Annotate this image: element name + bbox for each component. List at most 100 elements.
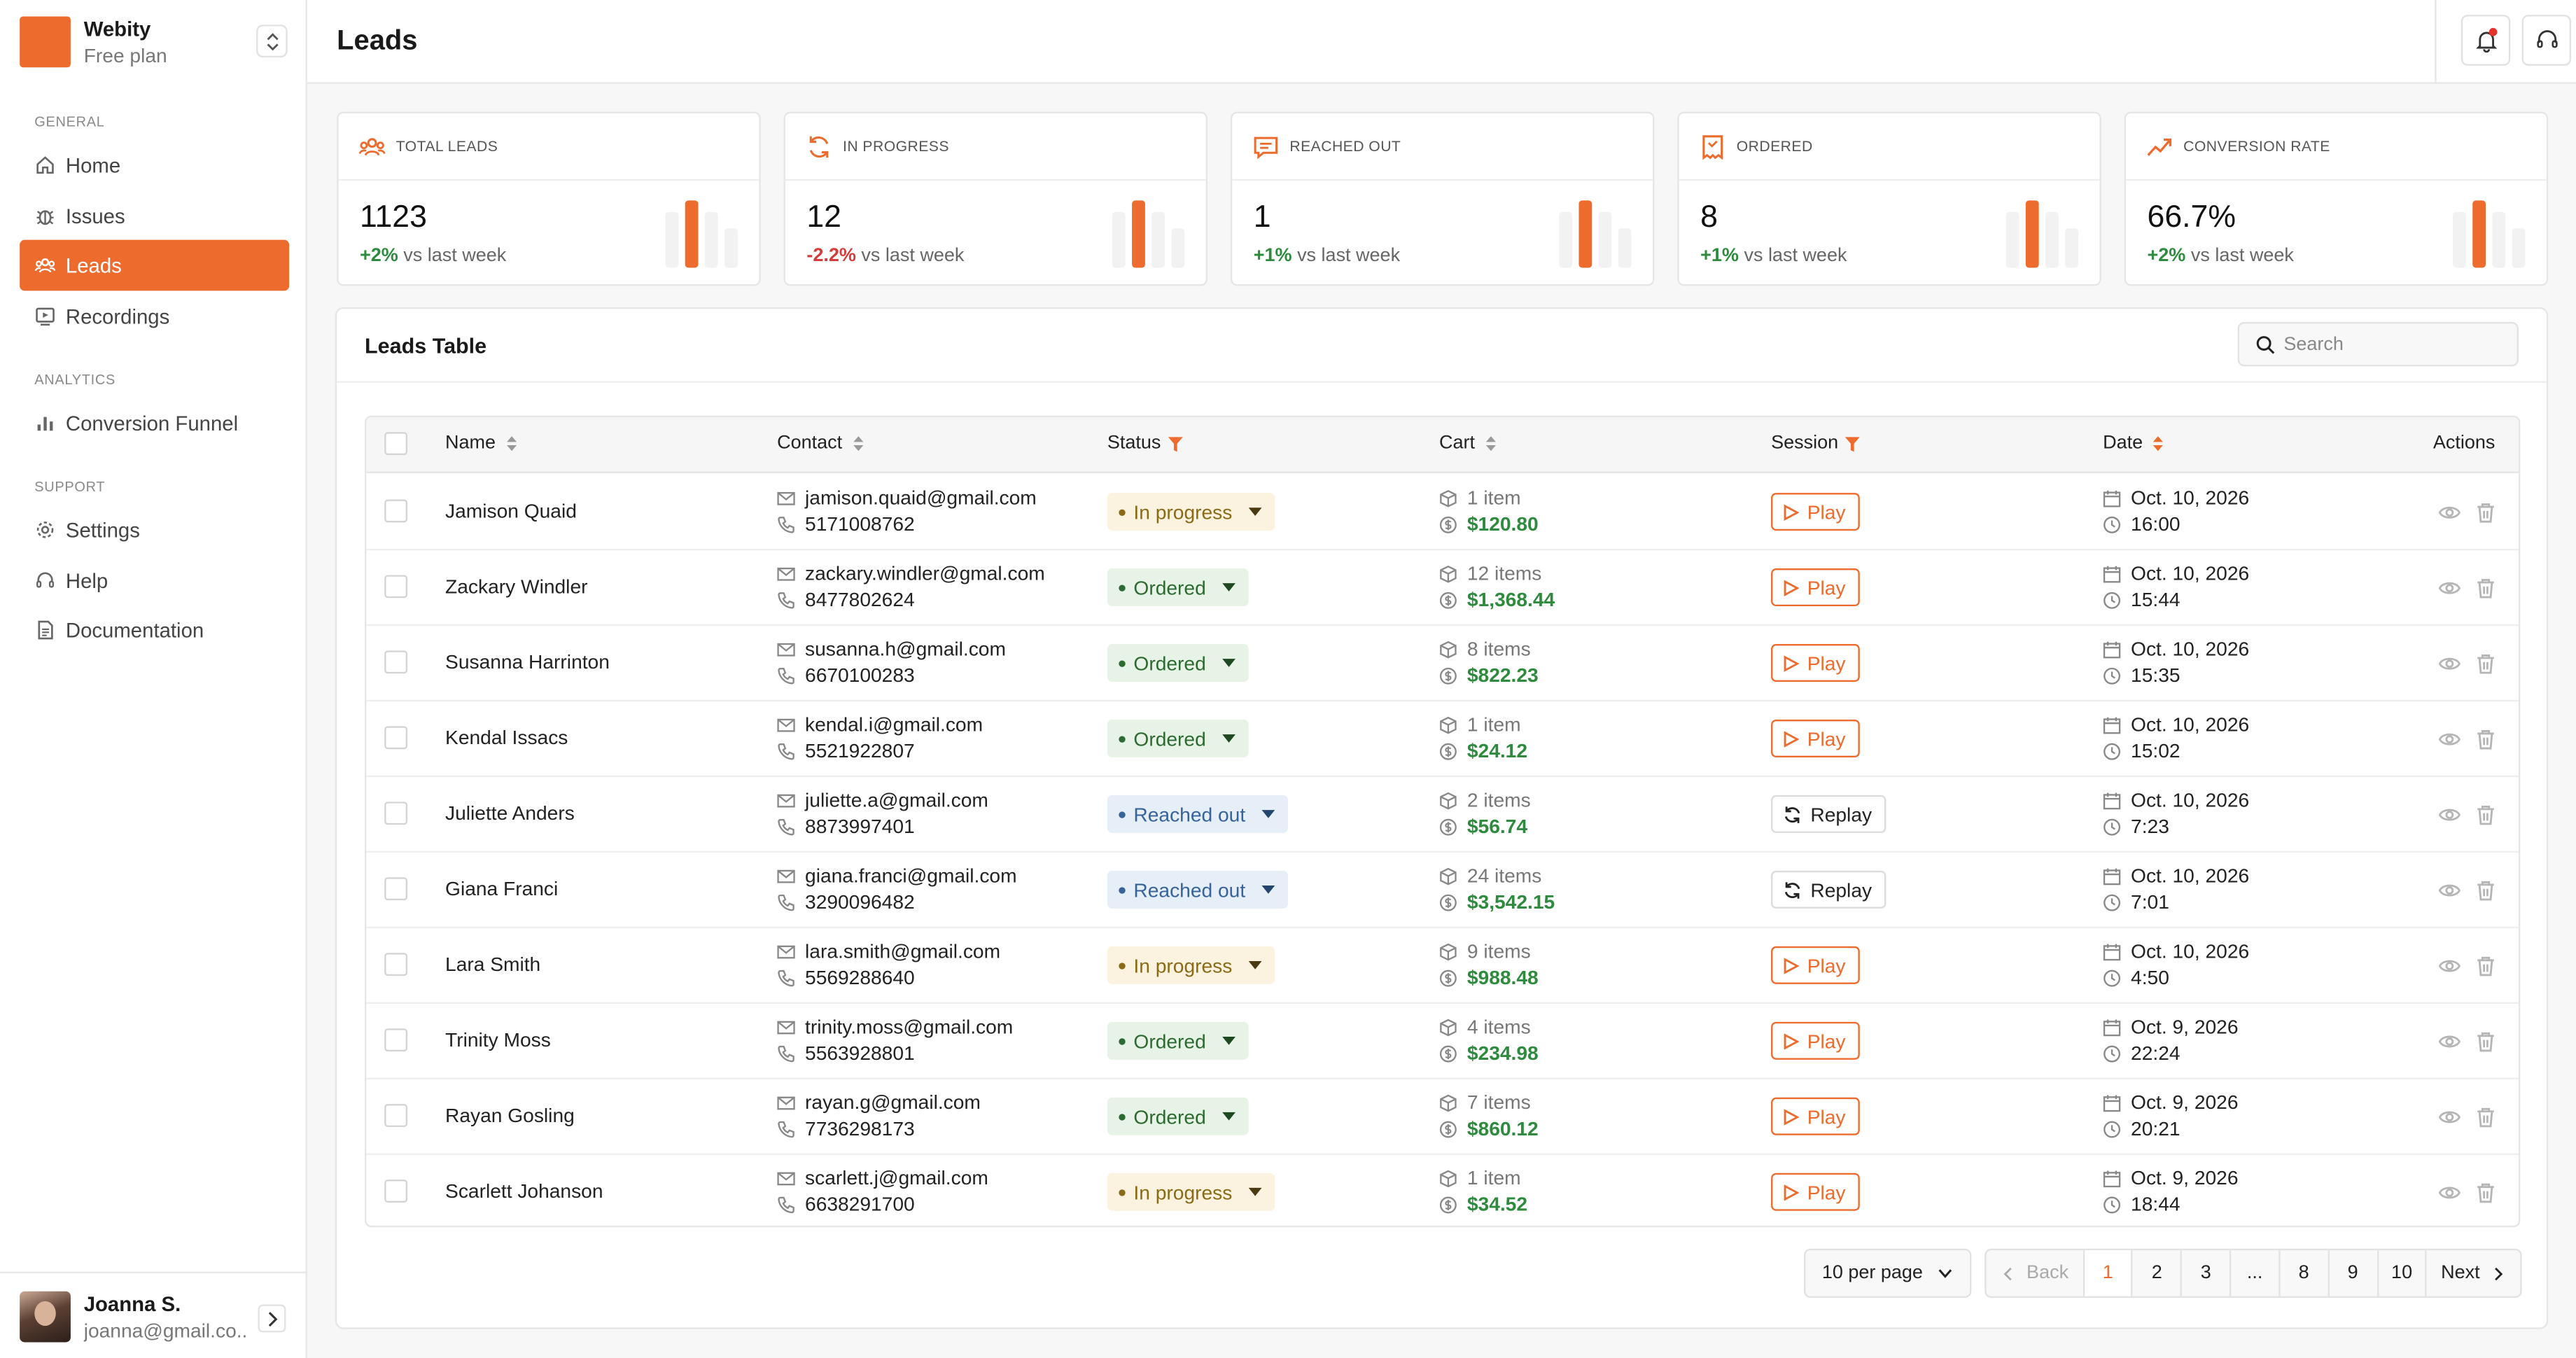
chevron-up-down-icon[interactable]	[256, 24, 288, 58]
status-dropdown[interactable]: In progress	[1107, 946, 1275, 984]
trash-icon[interactable]	[2474, 577, 2498, 600]
clock-icon	[2104, 969, 2121, 986]
view-icon[interactable]	[2438, 1030, 2461, 1054]
row-checkbox[interactable]	[384, 1180, 408, 1203]
row-checkbox[interactable]	[384, 1028, 408, 1052]
play-button[interactable]: Play	[1771, 719, 1861, 757]
sidebar-item-leads[interactable]: Leads	[20, 239, 290, 291]
column-header-name[interactable]: Name	[445, 434, 517, 454]
page-button-10[interactable]: 10	[2378, 1250, 2428, 1296]
column-header-session[interactable]: Session	[1771, 434, 1860, 454]
sort-icon	[853, 436, 863, 451]
row-checkbox[interactable]	[384, 499, 408, 523]
trash-icon[interactable]	[2474, 652, 2498, 676]
sidebar-item-conversion-funnel[interactable]: Conversion Funnel	[20, 398, 289, 449]
column-header-contact[interactable]: Contact	[777, 434, 864, 454]
sidebar-item-home[interactable]: Home	[20, 139, 289, 190]
status-dropdown[interactable]: Ordered	[1107, 644, 1249, 682]
sidebar-item-help[interactable]: Help	[20, 555, 289, 606]
play-button[interactable]: Play	[1771, 946, 1861, 984]
trash-icon[interactable]	[2474, 1030, 2498, 1054]
sidebar-item-settings[interactable]: Settings	[20, 505, 289, 556]
user-profile[interactable]: Joanna S. joanna@gmail.co...	[0, 1271, 307, 1358]
trash-icon[interactable]	[2474, 1106, 2498, 1129]
select-all-checkbox[interactable]	[384, 432, 408, 456]
view-icon[interactable]	[2438, 1106, 2461, 1129]
per-page-select[interactable]: 10 per page	[1804, 1248, 1972, 1298]
email-text: giana.franci@gmail.com	[805, 864, 1017, 888]
status-dropdown[interactable]: In progress	[1107, 1172, 1275, 1211]
page-button-8[interactable]: 8	[2280, 1250, 2330, 1296]
sidebar-item-issues[interactable]: Issues	[20, 190, 289, 241]
view-icon[interactable]	[2438, 577, 2461, 600]
page-title: Leads	[337, 24, 418, 56]
view-icon[interactable]	[2438, 804, 2461, 827]
page-button-1[interactable]: 1	[2084, 1250, 2134, 1296]
column-header-cart[interactable]: Cart	[1439, 434, 1497, 454]
stat-card-header: TOTAL LEADS	[338, 113, 760, 181]
status-label: Ordered	[1133, 727, 1206, 750]
row-checkbox[interactable]	[384, 802, 408, 825]
replay-button[interactable]: Replay	[1771, 870, 1887, 909]
page-button-3[interactable]: 3	[2182, 1250, 2232, 1296]
view-icon[interactable]	[2438, 879, 2461, 902]
phone-text: 6638291700	[805, 1192, 915, 1216]
support-button[interactable]	[2521, 15, 2572, 66]
column-header-date[interactable]: Date	[2103, 434, 2164, 454]
stat-card-total-leads: TOTAL LEADS 1123 +2% vs last week	[337, 111, 761, 286]
row-checkbox[interactable]	[384, 1104, 408, 1128]
workspace-switcher[interactable]: Webity Free plan	[20, 16, 288, 69]
mail-icon	[777, 1020, 795, 1034]
dollar-icon	[1439, 818, 1457, 835]
search-placeholder: Search	[2283, 334, 2344, 354]
row-checkbox[interactable]	[384, 953, 408, 976]
back-button[interactable]: Back	[1987, 1250, 2085, 1296]
status-dropdown[interactable]: Reached out	[1107, 794, 1289, 833]
notifications-button[interactable]	[2460, 15, 2511, 66]
phone-text: 7736298173	[805, 1116, 915, 1140]
replay-button[interactable]: Replay	[1771, 794, 1887, 833]
calendar-icon	[2103, 1094, 2121, 1112]
page-button-9[interactable]: 9	[2329, 1250, 2379, 1296]
column-header-status[interactable]: Status	[1107, 434, 1182, 454]
play-button[interactable]: Play	[1771, 1172, 1861, 1211]
view-icon[interactable]	[2438, 501, 2461, 524]
trash-icon[interactable]	[2474, 804, 2498, 827]
status-dropdown[interactable]: Ordered	[1107, 719, 1249, 757]
play-button[interactable]: Play	[1771, 1097, 1861, 1135]
status-dropdown[interactable]: Ordered	[1107, 1097, 1249, 1135]
package-icon	[1440, 640, 1457, 658]
view-icon[interactable]	[2438, 955, 2461, 978]
play-button[interactable]: Play	[1771, 568, 1861, 607]
mini-bar	[1578, 200, 1592, 268]
play-button[interactable]: Play	[1771, 644, 1861, 682]
play-button[interactable]: Play	[1771, 493, 1861, 531]
trash-icon[interactable]	[2474, 955, 2498, 978]
items-text: 8 items	[1466, 637, 1531, 661]
status-dot	[1119, 886, 1126, 893]
row-checkbox[interactable]	[384, 575, 408, 598]
next-button[interactable]: Next	[2427, 1250, 2520, 1296]
row-checkbox[interactable]	[384, 650, 408, 674]
play-button[interactable]: Play	[1771, 1021, 1861, 1060]
view-icon[interactable]	[2438, 652, 2461, 676]
page-button-2[interactable]: 2	[2133, 1250, 2183, 1296]
row-checkbox[interactable]	[384, 726, 408, 750]
status-dropdown[interactable]: Ordered	[1107, 568, 1249, 607]
table-row: Susanna Harrinton susanna.h@gmail.com 6670…	[366, 626, 2519, 702]
search-input[interactable]: Search	[2237, 322, 2519, 367]
stat-card-reached-out: REACHED OUT 1 +1% vs last week	[1230, 111, 1655, 286]
status-dropdown[interactable]: Ordered	[1107, 1021, 1249, 1060]
sidebar-item-documentation[interactable]: Documentation	[20, 605, 289, 656]
trash-icon[interactable]	[2474, 728, 2498, 751]
status-dropdown[interactable]: Reached out	[1107, 870, 1289, 909]
chevron-right-icon[interactable]	[258, 1304, 286, 1333]
sidebar-item-recordings[interactable]: Recordings	[20, 290, 289, 342]
trash-icon[interactable]	[2474, 1181, 2498, 1204]
status-dropdown[interactable]: In progress	[1107, 493, 1275, 531]
view-icon[interactable]	[2438, 1181, 2461, 1204]
trash-icon[interactable]	[2474, 879, 2498, 902]
trash-icon[interactable]	[2474, 501, 2498, 524]
row-checkbox[interactable]	[384, 877, 408, 901]
view-icon[interactable]	[2438, 728, 2461, 751]
